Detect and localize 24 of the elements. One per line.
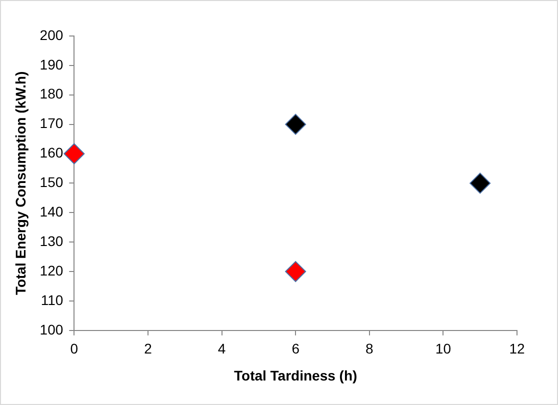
x-tick-label: 8 bbox=[365, 340, 374, 357]
x-tick-label: 10 bbox=[435, 340, 452, 357]
y-tick-label: 200 bbox=[40, 26, 64, 43]
y-tick-label: 110 bbox=[40, 292, 64, 308]
x-tick-label: 6 bbox=[292, 340, 300, 357]
x-axis-title: Total Tardiness (h) bbox=[234, 367, 358, 384]
y-tick-label: 180 bbox=[40, 86, 64, 102]
point bbox=[285, 114, 306, 135]
y-axis-title: Total Energy Consumption (kW.h) bbox=[12, 71, 28, 296]
y-tick-label: 170 bbox=[40, 115, 64, 132]
x-tick-label: 2 bbox=[144, 340, 152, 357]
y-tick-label: 140 bbox=[40, 204, 64, 220]
y-tick-label: 100 bbox=[40, 321, 64, 338]
y-tick-label: 160 bbox=[40, 144, 64, 161]
point bbox=[64, 143, 85, 164]
point bbox=[470, 172, 491, 194]
x-tick-label: 12 bbox=[509, 340, 525, 357]
point bbox=[285, 261, 306, 282]
y-tick-label: 190 bbox=[40, 56, 64, 72]
y-tick-label: 150 bbox=[40, 174, 64, 190]
y-tick-label: 130 bbox=[40, 232, 64, 249]
x-tick-label: 0 bbox=[70, 340, 78, 357]
y-tick-label: 120 bbox=[40, 262, 64, 278]
x-tick-label: 4 bbox=[218, 340, 226, 357]
